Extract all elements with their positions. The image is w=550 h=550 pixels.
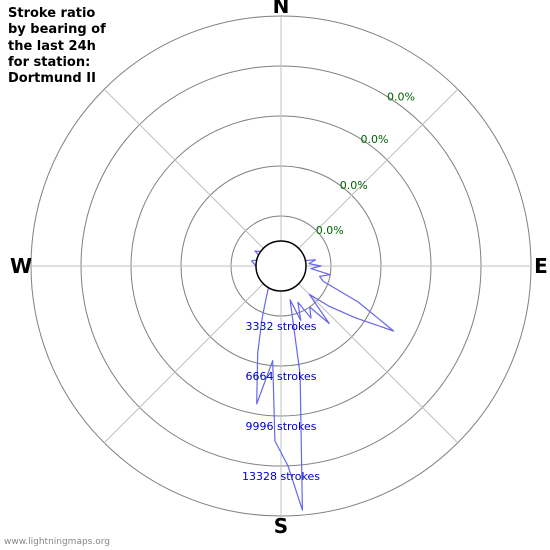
- ring-label: 3332 strokes: [245, 320, 316, 333]
- compass-label: W: [10, 254, 32, 278]
- center-disc: [256, 241, 306, 291]
- compass-label: E: [534, 254, 548, 278]
- chart-title: Stroke ratio by bearing of the last 24h …: [8, 6, 106, 87]
- compass-label: S: [274, 514, 288, 538]
- credit-text: www.lightningmaps.org: [4, 537, 110, 547]
- pct-label: 0.0%: [360, 133, 388, 146]
- pct-label: 0.0%: [387, 90, 415, 103]
- grid-spoke: [281, 266, 458, 443]
- ring-label: 9996 strokes: [245, 420, 316, 433]
- ring-label: 13328 strokes: [242, 470, 320, 483]
- compass-label: N: [273, 0, 290, 18]
- grid-spoke: [104, 89, 281, 266]
- grid-spoke: [104, 266, 281, 443]
- pct-label: 0.0%: [340, 179, 368, 192]
- ring-label: 6664 strokes: [245, 370, 316, 383]
- grid-spoke: [281, 89, 458, 266]
- pct-label: 0.0%: [316, 224, 344, 237]
